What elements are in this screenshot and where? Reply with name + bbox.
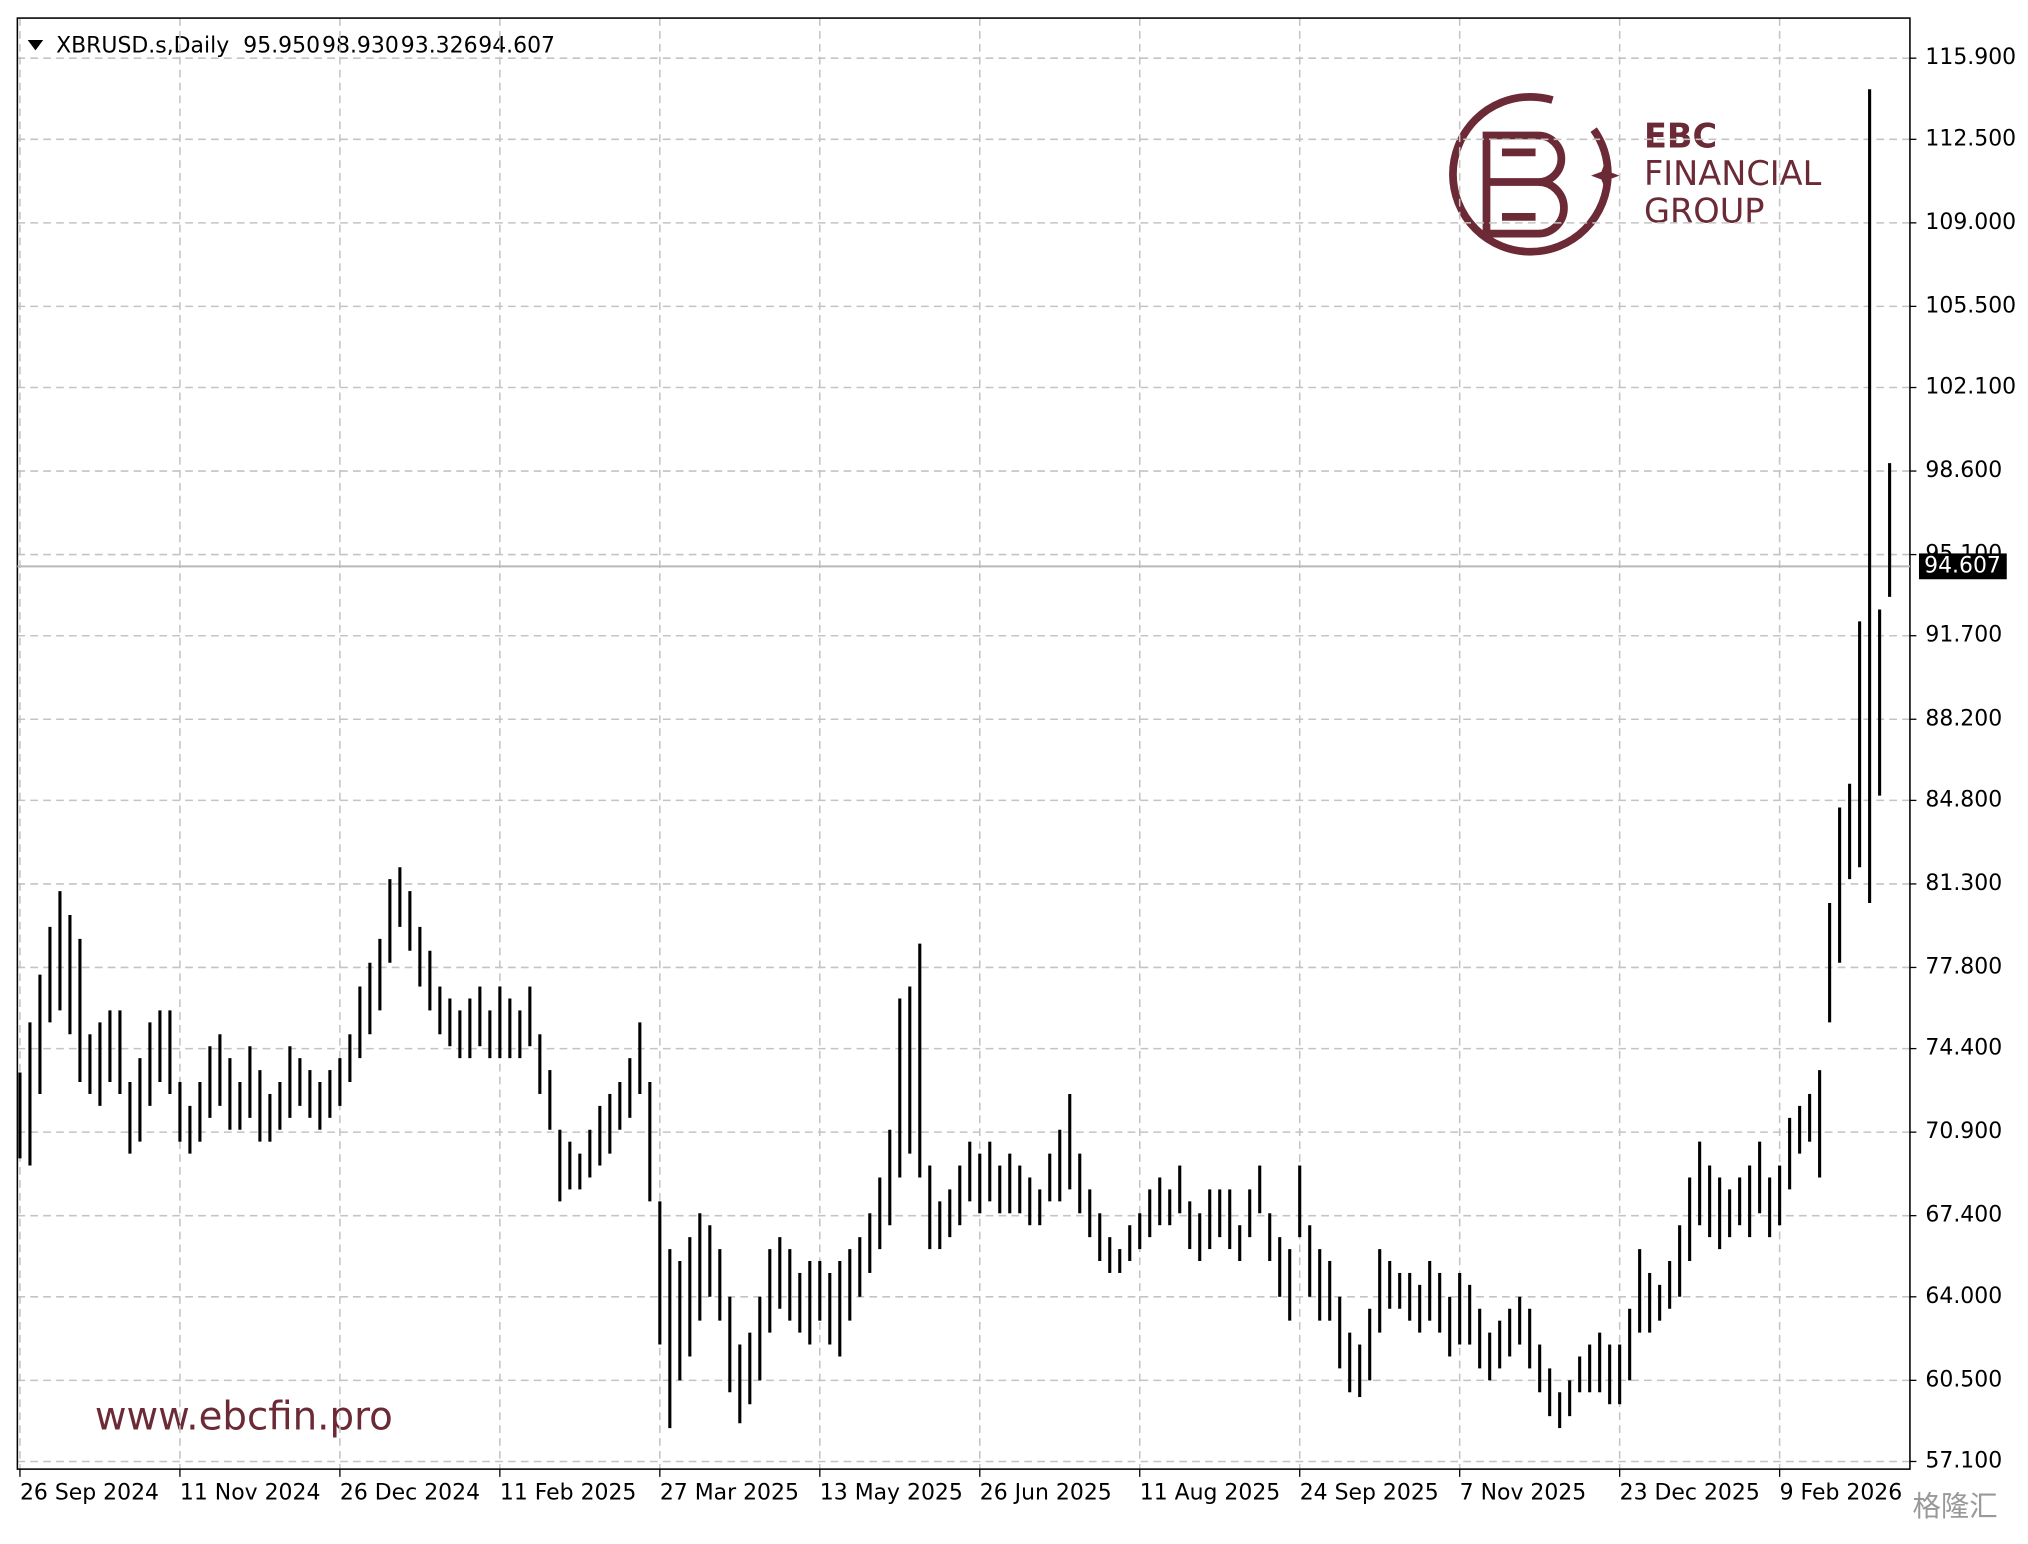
y-tick-label: 91.700 bbox=[1925, 623, 2002, 648]
close: 94.607 bbox=[478, 33, 555, 58]
x-tick-label: 11 Feb 2025 bbox=[500, 1481, 637, 1506]
symbol: XBRUSD.s,Daily bbox=[56, 33, 229, 58]
last-price-label: 94.607 bbox=[1924, 553, 2001, 578]
logo-star bbox=[1591, 161, 1620, 190]
open: 95.950 bbox=[243, 33, 320, 58]
x-tick-label: 23 Dec 2025 bbox=[1620, 1481, 1760, 1506]
logo-mark bbox=[1482, 131, 1568, 238]
y-tick-label: 115.900 bbox=[1925, 45, 2016, 70]
x-tick-label: 26 Jun 2025 bbox=[980, 1481, 1112, 1506]
x-tick-label: 26 Dec 2024 bbox=[340, 1481, 480, 1506]
x-tick-label: 24 Sep 2025 bbox=[1300, 1481, 1439, 1506]
y-tick-label: 60.500 bbox=[1925, 1367, 2002, 1392]
x-tick-label: 11 Nov 2024 bbox=[180, 1481, 321, 1506]
high: 98.930 bbox=[322, 33, 399, 58]
last-price-box bbox=[1918, 553, 2007, 580]
y-tick-label: 105.500 bbox=[1925, 293, 2016, 318]
x-tick-label: 11 Aug 2025 bbox=[1140, 1481, 1281, 1506]
y-tick-label: 70.900 bbox=[1925, 1119, 2002, 1144]
x-tick-label: 26 Sep 2024 bbox=[20, 1481, 159, 1506]
x-tick-label: 13 May 2025 bbox=[820, 1481, 963, 1506]
logo-text: FINANCIAL bbox=[1644, 154, 1822, 193]
plot bbox=[17, 18, 1917, 1477]
logo-text: EBC bbox=[1644, 117, 1717, 156]
y-tick-label: 109.000 bbox=[1925, 210, 2016, 235]
watermark-source: 格隆汇 bbox=[1913, 1490, 1998, 1523]
y-tick-label: 112.500 bbox=[1925, 126, 2016, 151]
logo: EBC FINANCIAL GROUP bbox=[1449, 92, 1822, 256]
y-tick-label: 102.100 bbox=[1925, 375, 2016, 400]
x-tick-label: 9 Feb 2026 bbox=[1780, 1481, 1903, 1506]
y-tick-label: 67.400 bbox=[1925, 1203, 2002, 1228]
y-tick-label: 74.400 bbox=[1925, 1036, 2002, 1061]
plot-frame bbox=[16, 17, 1911, 1470]
y-tick-label: 84.800 bbox=[1925, 787, 2002, 812]
y-tick-label: 57.100 bbox=[1925, 1448, 2002, 1473]
y-tick-label: 64.000 bbox=[1925, 1284, 2002, 1309]
header: XBRUSD.s,Daily 95.950 98.930 93.326 94.6… bbox=[27, 33, 555, 58]
y-tick-label: 98.600 bbox=[1925, 458, 2002, 483]
x-tick-label: 7 Nov 2025 bbox=[1460, 1481, 1587, 1506]
low: 93.326 bbox=[401, 33, 478, 58]
header-arrow bbox=[27, 40, 44, 51]
x-tick-label: 27 Mar 2025 bbox=[660, 1481, 799, 1506]
logo-text: GROUP bbox=[1644, 192, 1765, 231]
y-tick-label: 77.800 bbox=[1925, 954, 2002, 979]
watermark-url: www.ebcfin.pro bbox=[95, 1394, 393, 1439]
y-tick-label: 88.200 bbox=[1925, 706, 2002, 731]
y-tick-label: 81.300 bbox=[1925, 871, 2002, 896]
